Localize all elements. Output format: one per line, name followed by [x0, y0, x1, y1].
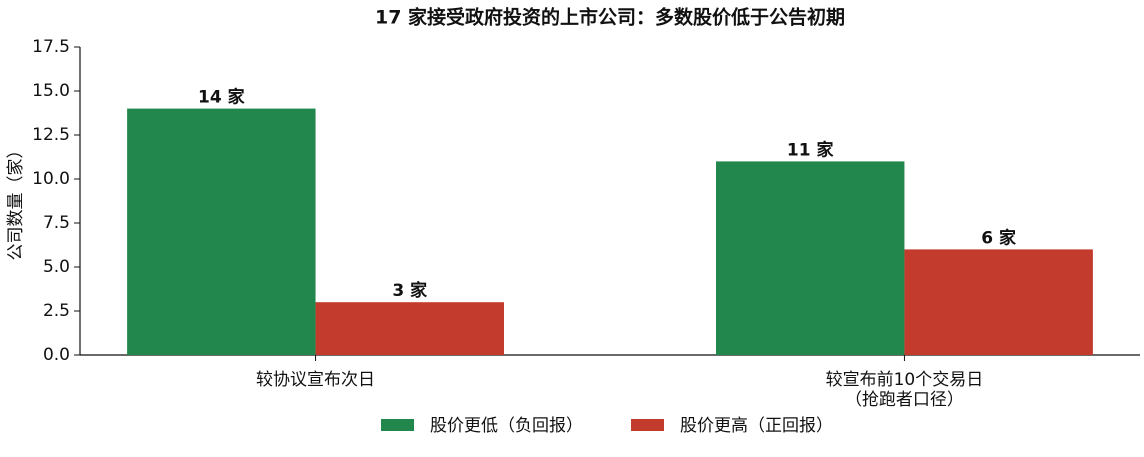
x-tick-label: 较协议宣布次日	[256, 370, 375, 390]
chart-title: 17 家接受政府投资的上市公司：多数股价低于公告初期	[375, 6, 845, 29]
y-axis-label: 公司数量（家）	[6, 142, 26, 261]
value-label: 6 家	[981, 227, 1016, 248]
y-tick-label: 2.5	[43, 301, 70, 321]
legend-swatch	[381, 419, 414, 431]
y-tick-label: 10.0	[32, 169, 70, 189]
value-label: 11 家	[787, 139, 834, 160]
y-tick-label: 5.0	[43, 257, 70, 277]
bar	[315, 302, 504, 355]
y-tick-label: 7.5	[43, 213, 70, 233]
y-tick-label: 12.5	[32, 125, 70, 145]
value-label: 3 家	[392, 280, 427, 301]
value-label: 14 家	[198, 87, 245, 108]
bar	[716, 161, 905, 355]
legend-label: 股价更高（正回报）	[680, 416, 833, 436]
legend-label: 股价更低（负回报）	[430, 416, 583, 436]
bar	[904, 249, 1093, 355]
x-tick-label: 较宣布前10个交易日（抢跑者口径）	[826, 370, 984, 410]
bar	[127, 108, 316, 355]
y-tick-label: 17.5	[32, 37, 70, 57]
y-tick-label: 15.0	[32, 81, 70, 101]
legend-swatch	[631, 419, 664, 431]
y-tick-label: 0.0	[43, 345, 70, 365]
